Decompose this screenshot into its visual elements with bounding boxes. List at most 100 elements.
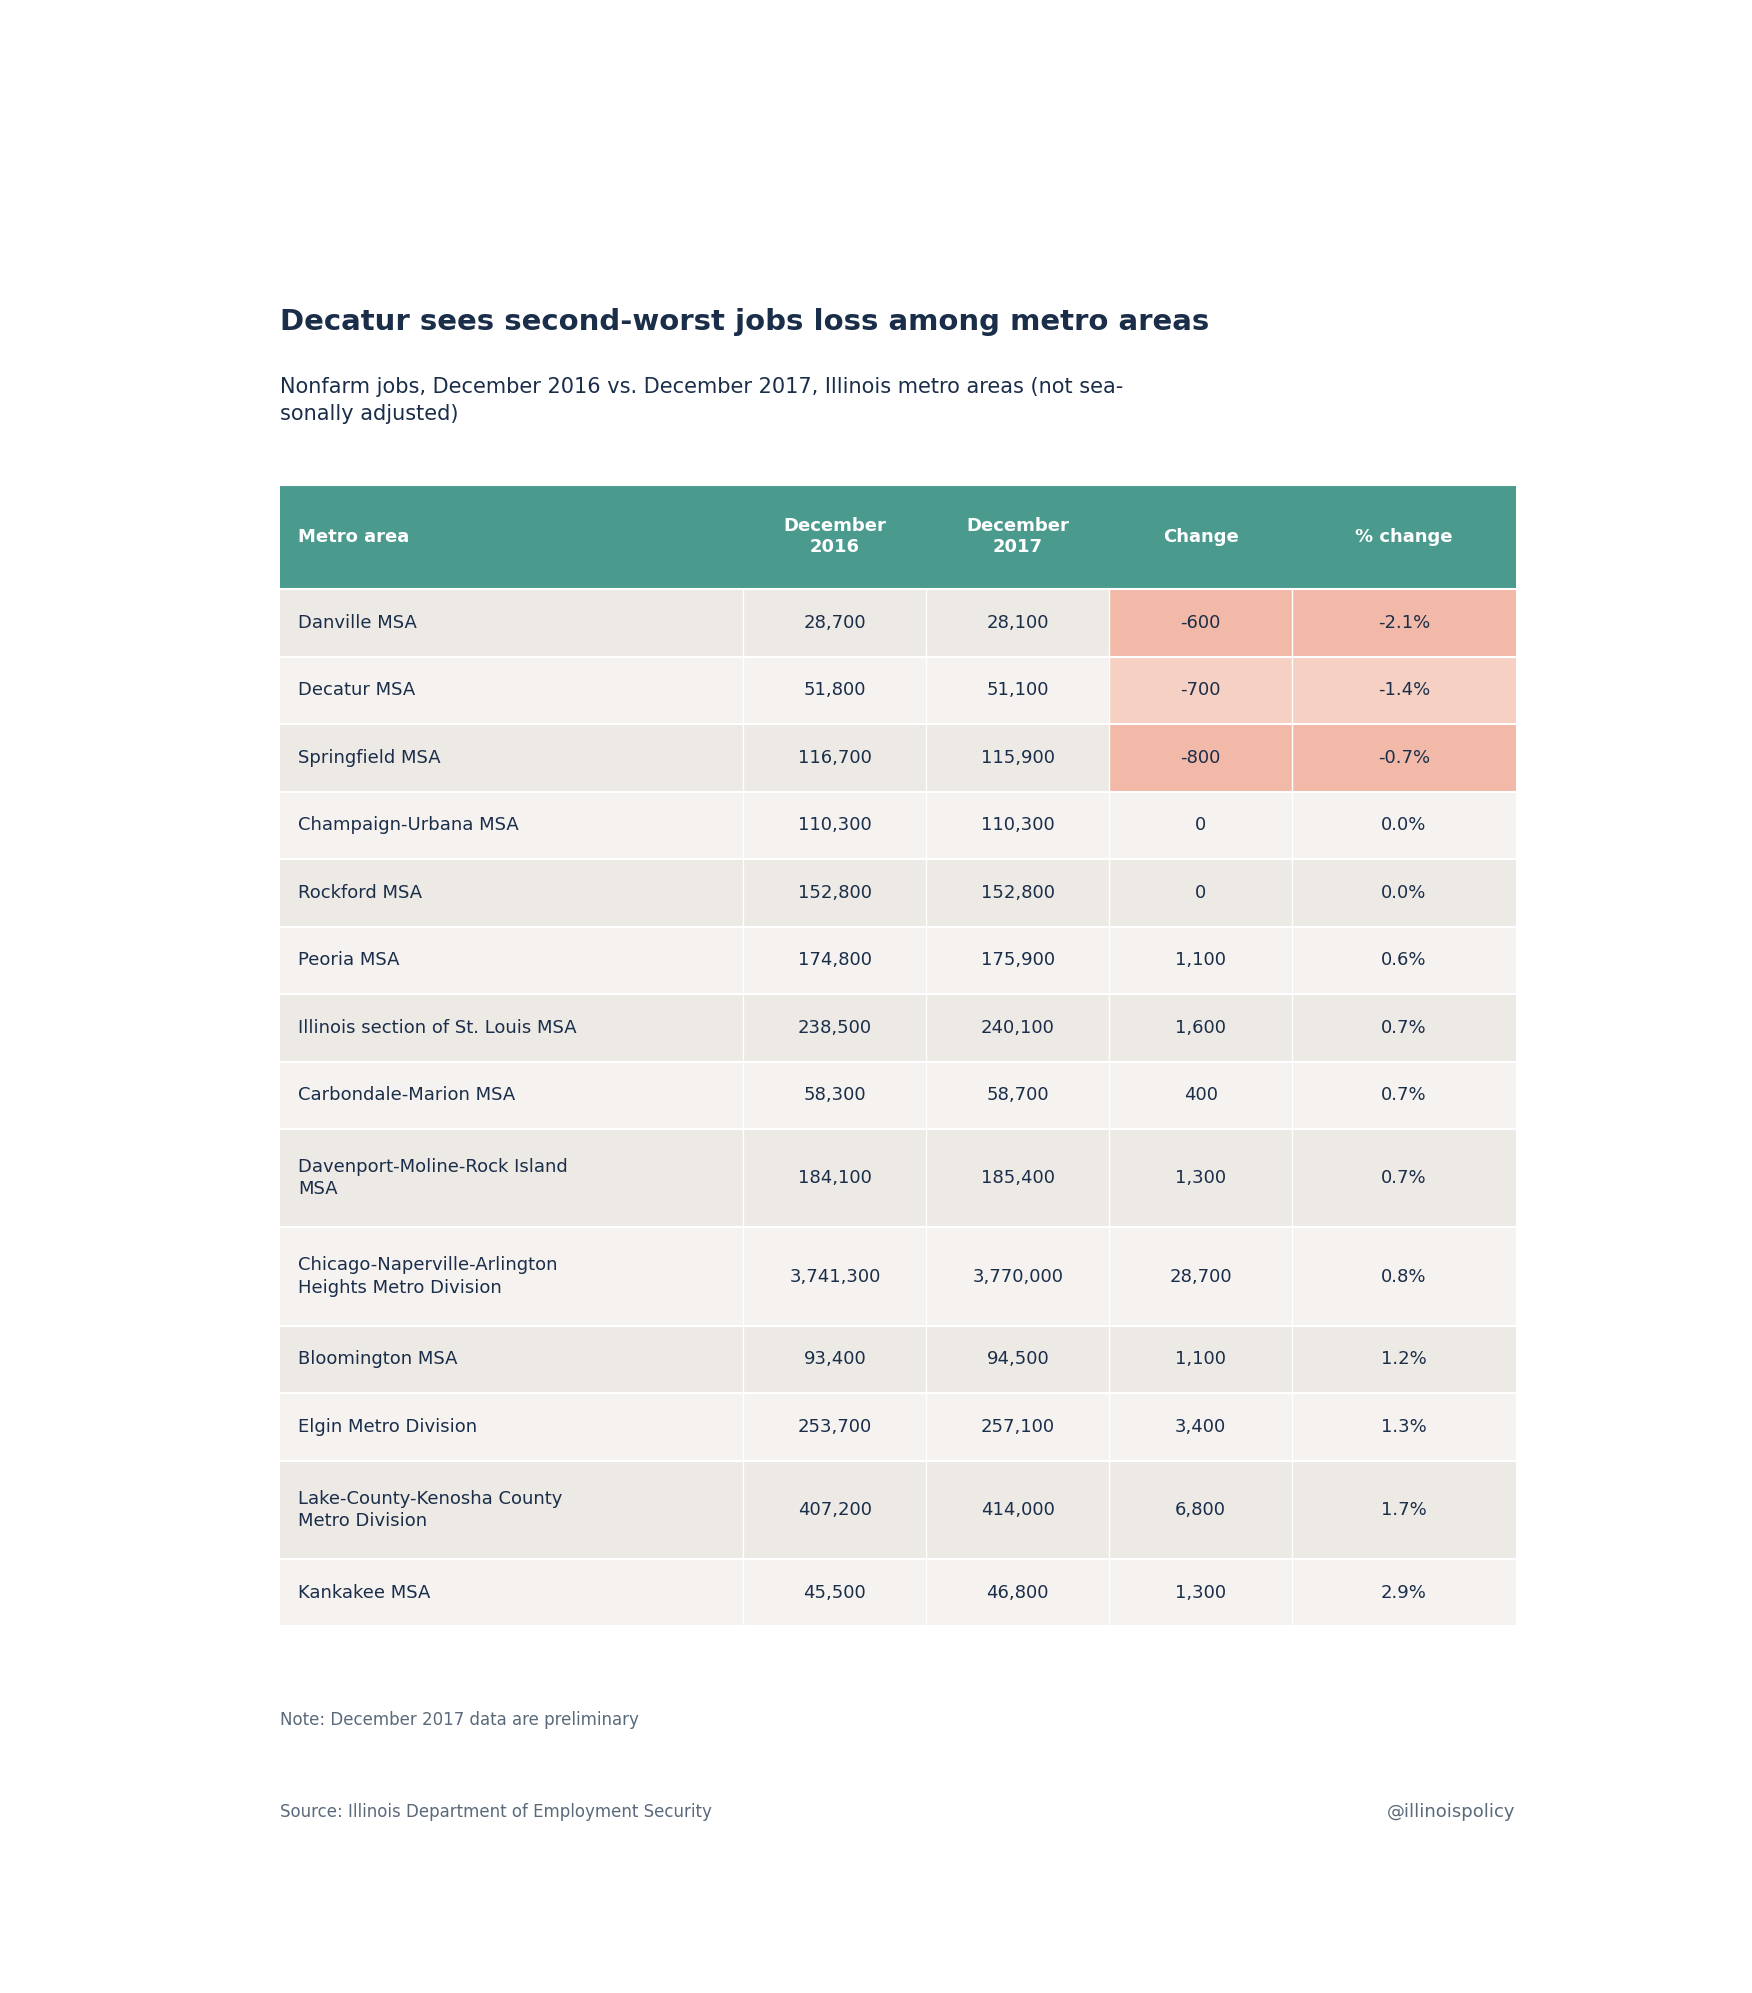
Bar bbox=[1291, 590, 1515, 656]
Text: % change: % change bbox=[1354, 528, 1452, 546]
Text: 1,600: 1,600 bbox=[1176, 1018, 1226, 1036]
Text: -700: -700 bbox=[1181, 682, 1221, 700]
Text: 238,500: 238,500 bbox=[797, 1018, 872, 1036]
Text: 0: 0 bbox=[1195, 817, 1205, 835]
Text: Carbondale-Marion MSA: Carbondale-Marion MSA bbox=[298, 1086, 515, 1104]
Bar bbox=[280, 1062, 1515, 1130]
Text: Lake-County-Kenosha County
Metro Division: Lake-County-Kenosha County Metro Divisio… bbox=[298, 1489, 562, 1531]
Bar bbox=[280, 1325, 1515, 1393]
Text: December
2017: December 2017 bbox=[967, 518, 1069, 556]
Text: Danville MSA: Danville MSA bbox=[298, 614, 417, 632]
Text: Metro area: Metro area bbox=[298, 528, 408, 546]
Text: 175,900: 175,900 bbox=[981, 951, 1055, 969]
Text: Illinois section of St. Louis MSA: Illinois section of St. Louis MSA bbox=[298, 1018, 576, 1036]
Bar bbox=[1109, 590, 1291, 656]
Text: 184,100: 184,100 bbox=[797, 1170, 872, 1188]
Text: 28,700: 28,700 bbox=[804, 614, 865, 632]
Text: 0.0%: 0.0% bbox=[1381, 885, 1426, 903]
Bar bbox=[1291, 656, 1515, 723]
Bar bbox=[1291, 723, 1515, 791]
Text: Davenport-Moline-Rock Island
MSA: Davenport-Moline-Rock Island MSA bbox=[298, 1158, 568, 1198]
Text: 116,700: 116,700 bbox=[797, 749, 872, 767]
Text: 3,770,000: 3,770,000 bbox=[972, 1268, 1063, 1285]
Text: Champaign-Urbana MSA: Champaign-Urbana MSA bbox=[298, 817, 519, 835]
Text: 253,700: 253,700 bbox=[797, 1417, 872, 1435]
Text: Springfield MSA: Springfield MSA bbox=[298, 749, 440, 767]
Text: @illinoispolicy: @illinoispolicy bbox=[1388, 1804, 1515, 1822]
Text: 257,100: 257,100 bbox=[981, 1417, 1055, 1435]
Bar bbox=[280, 791, 1515, 859]
Text: Elgin Metro Division: Elgin Metro Division bbox=[298, 1417, 477, 1435]
Text: 51,100: 51,100 bbox=[986, 682, 1049, 700]
Text: 2.9%: 2.9% bbox=[1381, 1584, 1426, 1602]
Text: -0.7%: -0.7% bbox=[1377, 749, 1430, 767]
Text: 51,800: 51,800 bbox=[804, 682, 865, 700]
Text: December
2016: December 2016 bbox=[783, 518, 887, 556]
Text: 0.6%: 0.6% bbox=[1381, 951, 1426, 969]
Text: 28,100: 28,100 bbox=[986, 614, 1049, 632]
Text: Kankakee MSA: Kankakee MSA bbox=[298, 1584, 431, 1602]
Text: 407,200: 407,200 bbox=[797, 1501, 872, 1519]
Text: 1,100: 1,100 bbox=[1176, 951, 1226, 969]
Bar bbox=[280, 656, 1515, 723]
Bar bbox=[280, 927, 1515, 995]
Text: 6,800: 6,800 bbox=[1176, 1501, 1226, 1519]
Text: 0.7%: 0.7% bbox=[1381, 1018, 1426, 1036]
Text: 1.3%: 1.3% bbox=[1381, 1417, 1426, 1435]
Text: 400: 400 bbox=[1184, 1086, 1218, 1104]
Text: 110,300: 110,300 bbox=[981, 817, 1055, 835]
Text: 1,100: 1,100 bbox=[1176, 1351, 1226, 1369]
Text: 152,800: 152,800 bbox=[981, 885, 1055, 903]
Text: 1,300: 1,300 bbox=[1176, 1584, 1226, 1602]
Text: 110,300: 110,300 bbox=[797, 817, 872, 835]
Bar bbox=[280, 590, 1515, 656]
Bar bbox=[280, 1130, 1515, 1228]
Text: 240,100: 240,100 bbox=[981, 1018, 1055, 1036]
Text: 0.7%: 0.7% bbox=[1381, 1086, 1426, 1104]
Text: 0: 0 bbox=[1195, 885, 1205, 903]
Bar bbox=[280, 859, 1515, 927]
Text: 1.2%: 1.2% bbox=[1381, 1351, 1426, 1369]
Bar bbox=[280, 995, 1515, 1062]
Text: -2.1%: -2.1% bbox=[1377, 614, 1430, 632]
Text: -600: -600 bbox=[1181, 614, 1221, 632]
Text: Source: Illinois Department of Employment Security: Source: Illinois Department of Employmen… bbox=[280, 1804, 711, 1822]
Text: 0.8%: 0.8% bbox=[1381, 1268, 1426, 1285]
Text: Peoria MSA: Peoria MSA bbox=[298, 951, 399, 969]
Text: Decatur MSA: Decatur MSA bbox=[298, 682, 415, 700]
Bar bbox=[280, 484, 1515, 590]
Bar bbox=[280, 1559, 1515, 1626]
Text: 115,900: 115,900 bbox=[981, 749, 1055, 767]
Text: 94,500: 94,500 bbox=[986, 1351, 1049, 1369]
Text: 185,400: 185,400 bbox=[981, 1170, 1055, 1188]
Text: 414,000: 414,000 bbox=[981, 1501, 1055, 1519]
Text: Rockford MSA: Rockford MSA bbox=[298, 885, 422, 903]
Text: 93,400: 93,400 bbox=[804, 1351, 865, 1369]
Text: Decatur sees second-worst jobs loss among metro areas: Decatur sees second-worst jobs loss amon… bbox=[280, 309, 1209, 337]
Text: 1,300: 1,300 bbox=[1176, 1170, 1226, 1188]
Bar bbox=[280, 723, 1515, 791]
Text: Bloomington MSA: Bloomington MSA bbox=[298, 1351, 457, 1369]
Text: -800: -800 bbox=[1181, 749, 1221, 767]
Text: 0.0%: 0.0% bbox=[1381, 817, 1426, 835]
Text: 58,300: 58,300 bbox=[804, 1086, 865, 1104]
Text: Chicago-Naperville-Arlington
Heights Metro Division: Chicago-Naperville-Arlington Heights Met… bbox=[298, 1256, 557, 1297]
Bar bbox=[280, 1461, 1515, 1559]
Text: Note: December 2017 data are preliminary: Note: December 2017 data are preliminary bbox=[280, 1710, 639, 1728]
Text: 58,700: 58,700 bbox=[986, 1086, 1049, 1104]
Text: 46,800: 46,800 bbox=[986, 1584, 1049, 1602]
Text: 3,400: 3,400 bbox=[1176, 1417, 1226, 1435]
Bar bbox=[280, 1393, 1515, 1461]
Text: 152,800: 152,800 bbox=[797, 885, 872, 903]
Bar bbox=[280, 1228, 1515, 1325]
Bar bbox=[1109, 723, 1291, 791]
Text: Nonfarm jobs, December 2016 vs. December 2017, Illinois metro areas (not sea-
so: Nonfarm jobs, December 2016 vs. December… bbox=[280, 377, 1123, 425]
Text: Change: Change bbox=[1163, 528, 1239, 546]
Text: 3,741,300: 3,741,300 bbox=[788, 1268, 881, 1285]
Bar bbox=[1109, 656, 1291, 723]
Text: -1.4%: -1.4% bbox=[1377, 682, 1430, 700]
Text: 1.7%: 1.7% bbox=[1381, 1501, 1426, 1519]
Text: 45,500: 45,500 bbox=[804, 1584, 865, 1602]
Text: 28,700: 28,700 bbox=[1169, 1268, 1232, 1285]
Text: 174,800: 174,800 bbox=[797, 951, 872, 969]
